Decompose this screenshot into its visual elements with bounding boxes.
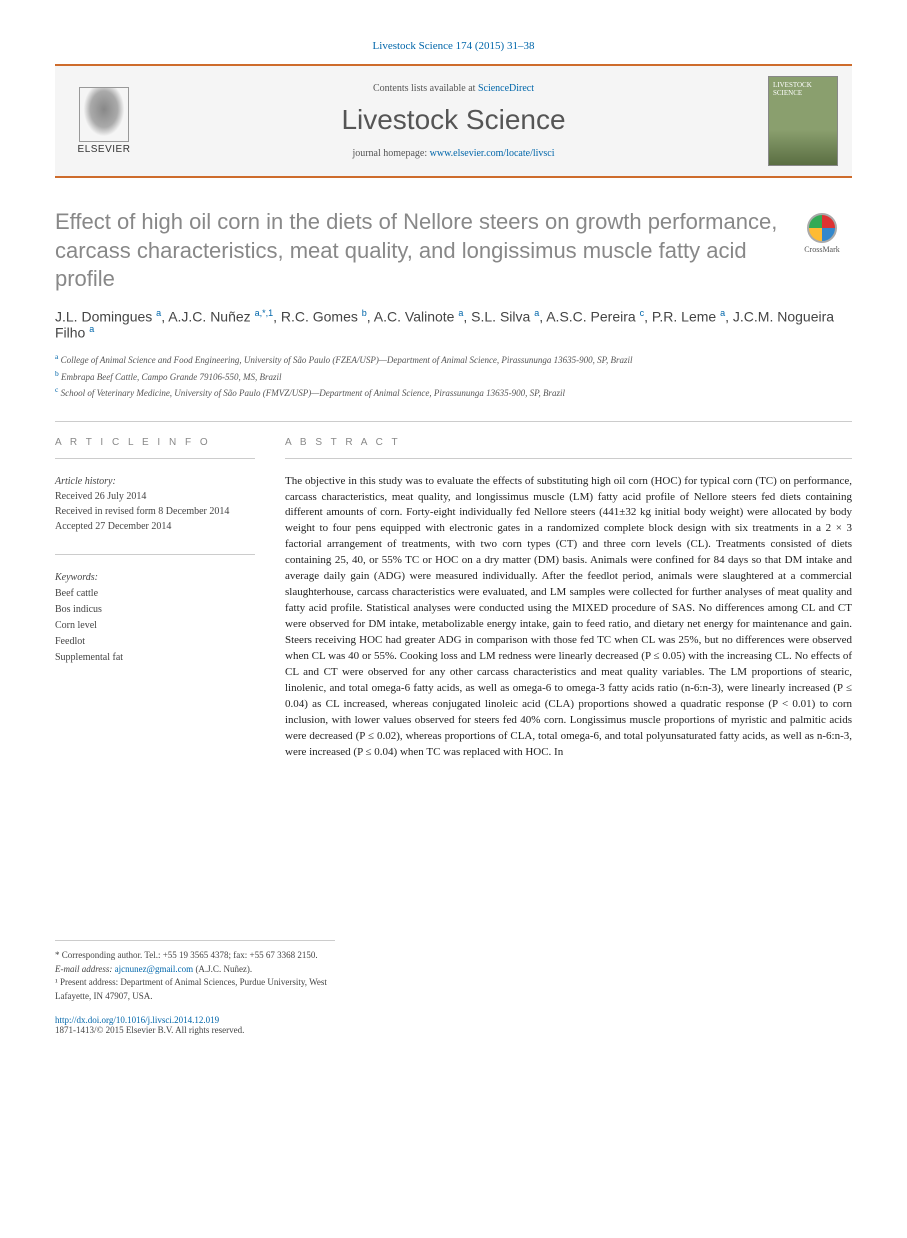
authors-list: J.L. Domingues a, A.J.C. Nuñez a,*,1, R.… <box>55 308 852 341</box>
crossmark-label: CrossMark <box>804 245 840 254</box>
divider <box>55 554 255 555</box>
divider <box>285 458 852 459</box>
article-info-heading: A R T I C L E I N F O <box>55 437 255 448</box>
journal-reference: Livestock Science 174 (2015) 31–38 <box>55 40 852 52</box>
crossmark-badge[interactable]: CrossMark <box>792 213 852 258</box>
keyword-item: Supplemental fat <box>55 650 255 666</box>
email-label: E-mail address: <box>55 964 115 974</box>
email-line: E-mail address: ajcnunez@gmail.com (A.J.… <box>55 963 335 977</box>
affiliation-item: a College of Animal Science and Food Eng… <box>55 351 852 368</box>
corresponding-author: * Corresponding author. Tel.: +55 19 356… <box>55 949 335 963</box>
article-history: Article history: Received 26 July 2014 R… <box>55 474 255 534</box>
history-revised: Received in revised form 8 December 2014 <box>55 504 255 519</box>
divider <box>55 421 852 422</box>
crossmark-icon <box>807 213 837 243</box>
abstract-heading: A B S T R A C T <box>285 437 852 448</box>
history-label: Article history: <box>55 474 255 489</box>
copyright: 1871-1413/© 2015 Elsevier B.V. All right… <box>55 1025 852 1035</box>
keywords: Keywords: Beef cattleBos indicusCorn lev… <box>55 570 255 666</box>
history-accepted: Accepted 27 December 2014 <box>55 519 255 534</box>
header-center: Contents lists available at ScienceDirec… <box>139 83 768 159</box>
affiliation-item: b Embrapa Beef Cattle, Campo Grande 7910… <box>55 368 852 385</box>
divider <box>55 458 255 459</box>
keyword-item: Beef cattle <box>55 586 255 602</box>
history-received: Received 26 July 2014 <box>55 489 255 504</box>
homepage-link[interactable]: www.elsevier.com/locate/livsci <box>430 148 555 159</box>
cover-title: LIVESTOCK SCIENCE <box>773 81 833 97</box>
present-address: ¹ Present address: Department of Animal … <box>55 976 335 1003</box>
sciencedirect-link[interactable]: ScienceDirect <box>478 83 534 94</box>
keyword-item: Bos indicus <box>55 602 255 618</box>
keyword-item: Feedlot <box>55 634 255 650</box>
email-suffix: (A.J.C. Nuñez). <box>193 964 252 974</box>
journal-cover-thumbnail: LIVESTOCK SCIENCE <box>768 76 838 166</box>
abstract-column: A B S T R A C T The objective in this st… <box>285 437 852 761</box>
doi-link[interactable]: http://dx.doi.org/10.1016/j.livsci.2014.… <box>55 1015 219 1025</box>
article-info-column: A R T I C L E I N F O Article history: R… <box>55 437 255 761</box>
elsevier-logo: ELSEVIER <box>69 81 139 161</box>
content-row: A R T I C L E I N F O Article history: R… <box>55 437 852 761</box>
elsevier-text: ELSEVIER <box>78 144 131 155</box>
affiliations: a College of Animal Science and Food Eng… <box>55 351 852 401</box>
abstract-text: The objective in this study was to evalu… <box>285 474 852 761</box>
doi-block: http://dx.doi.org/10.1016/j.livsci.2014.… <box>55 1015 852 1035</box>
email-link[interactable]: ajcnunez@gmail.com <box>115 964 194 974</box>
journal-name: Livestock Science <box>154 104 753 136</box>
keywords-label: Keywords: <box>55 570 255 586</box>
contents-prefix: Contents lists available at <box>373 83 478 94</box>
elsevier-tree-icon <box>79 87 129 142</box>
homepage: journal homepage: www.elsevier.com/locat… <box>154 148 753 159</box>
affiliation-item: c School of Veterinary Medicine, Univers… <box>55 384 852 401</box>
contents-list: Contents lists available at ScienceDirec… <box>154 83 753 94</box>
journal-header: ELSEVIER Contents lists available at Sci… <box>55 64 852 178</box>
homepage-prefix: journal homepage: <box>352 148 429 159</box>
keyword-item: Corn level <box>55 618 255 634</box>
footnotes: * Corresponding author. Tel.: +55 19 356… <box>55 940 335 1003</box>
article-title: Effect of high oil corn in the diets of … <box>55 208 852 294</box>
